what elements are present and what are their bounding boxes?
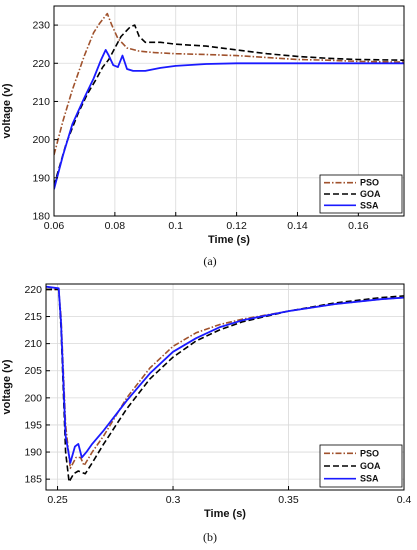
x-tick-label: 0.14 xyxy=(287,220,308,232)
axes-frame xyxy=(45,283,405,491)
chart-a: 0.06 0.08 0.1 0.12 0.14 0.16 180 190 200 210 220 23… xyxy=(1,5,405,268)
y-tick-label: 220 xyxy=(24,284,42,296)
legend-label-pso: PSO xyxy=(360,178,379,188)
series-line-pso xyxy=(54,12,404,156)
x-tick-label: 0.4 xyxy=(397,494,412,506)
x-tick-label: 0.35 xyxy=(278,494,299,506)
x-axis-label: Time (s) xyxy=(204,508,246,520)
x-tick-label: 0.1 xyxy=(168,220,183,232)
x-tick-label: 0.3 xyxy=(166,494,181,506)
y-tick-label: 190 xyxy=(32,172,50,184)
legend-label-goa: GOA xyxy=(360,189,381,199)
legend-label-goa: GOA xyxy=(360,461,381,471)
y-axis-label: voltage (v) xyxy=(1,359,13,414)
x-tick-label: 0.16 xyxy=(348,220,369,232)
figure-caption: (b) xyxy=(203,530,217,544)
x-tick-label: 0.12 xyxy=(226,220,247,232)
y-tick-label: 195 xyxy=(24,419,42,431)
y-axis-label: voltage (v) xyxy=(1,83,13,138)
legend-label-ssa: SSA xyxy=(360,474,379,484)
series-line-ssa xyxy=(54,49,404,190)
y-tick-label: 190 xyxy=(24,447,42,459)
x-tick-label: 0.25 xyxy=(47,494,68,506)
y-tick-label: 210 xyxy=(32,96,50,108)
axes-frame xyxy=(53,5,405,217)
figure-caption: (a) xyxy=(203,254,216,268)
legend-label-pso: PSO xyxy=(360,448,379,458)
y-tick-label: 220 xyxy=(32,58,50,70)
x-tick-label: 0.06 xyxy=(44,220,65,232)
y-tick-label: 205 xyxy=(24,365,42,377)
series-line-ssa xyxy=(46,285,404,464)
y-tick-label: 230 xyxy=(32,20,50,32)
series-line-goa xyxy=(46,288,404,483)
chart-b: 0.25 0.3 0.35 0.4 185 190 195 200 205 210 215 220 Ti… xyxy=(1,283,412,544)
y-tick-label: 215 xyxy=(24,311,42,323)
y-tick-label: 185 xyxy=(24,474,42,486)
x-axis-label: Time (s) xyxy=(208,234,250,246)
x-tick-label: 0.08 xyxy=(105,220,126,232)
y-tick-label: 180 xyxy=(32,211,50,223)
y-tick-label: 210 xyxy=(24,338,42,350)
y-tick-label: 200 xyxy=(32,134,50,146)
y-tick-label: 200 xyxy=(24,392,42,404)
legend-label-ssa: SSA xyxy=(360,200,379,210)
